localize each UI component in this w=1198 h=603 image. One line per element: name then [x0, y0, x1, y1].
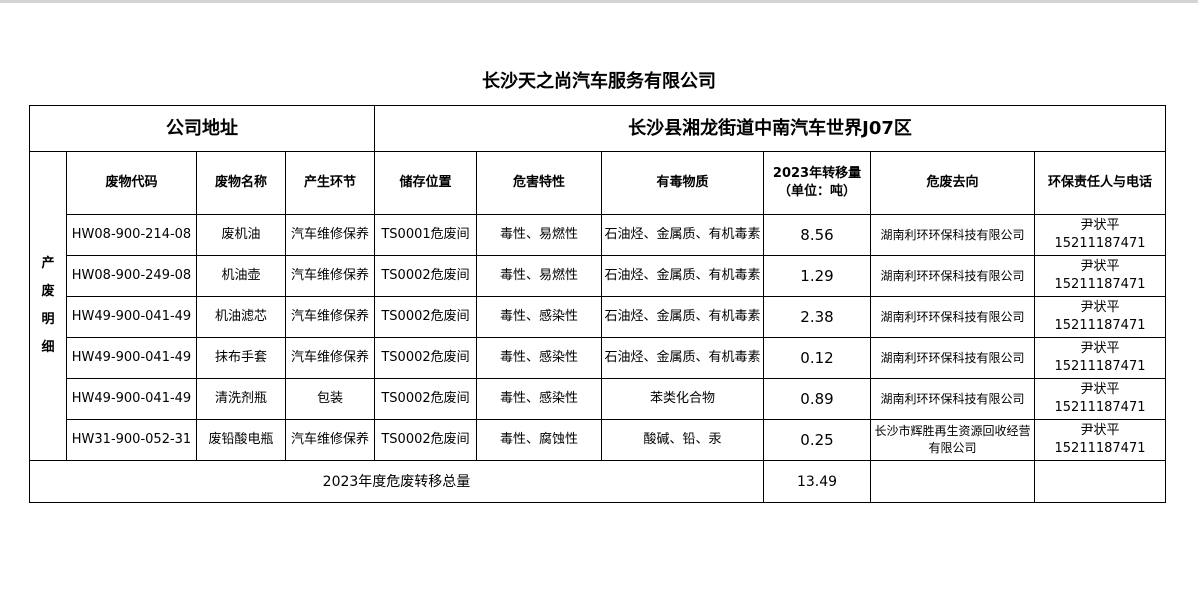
responsible-person: 尹状平 15211187471 [1033, 214, 1167, 256]
waste-name: 抹布手套 [196, 337, 286, 379]
destination: 湖南利环环保科技有限公司 [870, 296, 1035, 338]
waste-code: HW49-900-041-49 [66, 296, 197, 338]
header-qty: 2023年转移量 （单位：吨） [763, 151, 871, 215]
person-name: 尹状平 [1080, 218, 1120, 233]
responsible-person: 尹状平 15211187471 [1033, 296, 1167, 338]
responsible-person: 尹状平 15211187471 [1033, 378, 1167, 420]
hazard-property: 毒性、感染性 [476, 296, 602, 338]
waste-name: 废铅酸电瓶 [196, 419, 286, 461]
header-qty-line1: 2023年转移量 [772, 166, 862, 181]
document-title: 长沙天之尚汽车服务有限公司 [482, 71, 716, 92]
storage-location: TS0002危废间 [374, 255, 477, 297]
stage: 汽车维修保养 [285, 255, 375, 297]
person-name: 尹状平 [1080, 259, 1120, 274]
storage-location: TS0002危废间 [374, 337, 477, 379]
transfer-qty: 8.56 [763, 214, 871, 256]
responsible-person: 尹状平 15211187471 [1033, 337, 1167, 379]
storage-location: TS0002危废间 [374, 419, 477, 461]
person-phone: 15211187471 [1054, 318, 1146, 333]
destination: 湖南利环环保科技有限公司 [870, 337, 1035, 379]
stage: 包装 [285, 378, 375, 420]
hazard-property: 毒性、感染性 [476, 337, 602, 379]
stage: 汽车维修保养 [285, 214, 375, 256]
header-person: 环保责任人与电话 [1033, 151, 1167, 215]
table-row: HW31-900-052-31 废铅酸电瓶 汽车维修保养 TS0002危废间 毒… [30, 419, 1167, 461]
person-phone: 15211187471 [1054, 359, 1146, 374]
header-name: 废物名称 [196, 151, 286, 215]
header-qty-line2: （单位：吨） [777, 184, 856, 199]
responsible-person: 尹状平 15211187471 [1033, 419, 1167, 461]
hazardous-waste-table: 公司地址 长沙县湘龙街道中南汽车世界J07区 产废明细 废物代码 废物名称 产生… [29, 105, 1167, 503]
destination: 湖南利环环保科技有限公司 [870, 378, 1035, 420]
total-label: 2023年度危废转移总量 [29, 460, 764, 503]
total-empty-dest [870, 460, 1035, 503]
stage: 汽车维修保养 [285, 337, 375, 379]
storage-location: TS0001危废间 [374, 214, 477, 256]
responsible-person: 尹状平 15211187471 [1033, 255, 1167, 297]
person-name: 尹状平 [1080, 300, 1120, 315]
toxic-substance: 苯类化合物 [601, 378, 764, 420]
destination: 湖南利环环保科技有限公司 [870, 214, 1035, 256]
person-name: 尹状平 [1080, 423, 1120, 438]
toxic-substance: 石油烃、金属质、有机毒素 [601, 337, 764, 379]
header-hazard: 危害特性 [476, 151, 602, 215]
address-row: 公司地址 长沙县湘龙街道中南汽车世界J07区 [29, 105, 1167, 152]
hazard-property: 毒性、感染性 [476, 378, 602, 420]
person-name: 尹状平 [1080, 341, 1120, 356]
toxic-substance: 石油烃、金属质、有机毒素 [601, 214, 764, 256]
address-label: 公司地址 [29, 105, 375, 152]
side-label-cell: 产废明细 [29, 151, 67, 461]
header-toxic: 有毒物质 [601, 151, 764, 215]
header-storage: 储存位置 [374, 151, 477, 215]
destination: 湖南利环环保科技有限公司 [870, 255, 1035, 297]
person-phone: 15211187471 [1054, 441, 1146, 456]
total-row: 2023年度危废转移总量 13.49 [29, 460, 1167, 503]
waste-code: HW49-900-041-49 [66, 337, 197, 379]
table-row: HW49-900-041-49 抹布手套 汽车维修保养 TS0002危废间 毒性… [30, 337, 1167, 379]
person-phone: 15211187471 [1054, 236, 1146, 251]
header-stage: 产生环节 [285, 151, 375, 215]
toxic-substance: 石油烃、金属质、有机毒素 [601, 255, 764, 297]
header-code: 废物代码 [66, 151, 197, 215]
person-phone: 15211187471 [1054, 400, 1146, 415]
waste-code: HW49-900-041-49 [66, 378, 197, 420]
toxic-substance: 石油烃、金属质、有机毒素 [601, 296, 764, 338]
storage-location: TS0002危废间 [374, 296, 477, 338]
total-empty-person [1033, 460, 1167, 503]
address-value: 长沙县湘龙街道中南汽车世界J07区 [373, 105, 1167, 152]
hazard-property: 毒性、易燃性 [476, 214, 602, 256]
waste-name: 机油滤芯 [196, 296, 286, 338]
table-row: HW49-900-041-49 机油滤芯 汽车维修保养 TS0002危废间 毒性… [30, 296, 1167, 338]
table-row: HW49-900-041-49 清洗剂瓶 包装 TS0002危废间 毒性、感染性… [30, 378, 1167, 420]
header-dest: 危废去向 [870, 151, 1035, 215]
table-row: HW08-900-214-08 废机油 汽车维修保养 TS0001危废间 毒性、… [30, 214, 1167, 256]
waste-code: HW08-900-214-08 [66, 214, 197, 256]
waste-code: HW08-900-249-08 [66, 255, 197, 297]
transfer-qty: 0.12 [763, 337, 871, 379]
table-row: HW08-900-249-08 机油壶 汽车维修保养 TS0002危废间 毒性、… [30, 255, 1167, 297]
waste-name: 机油壶 [196, 255, 286, 297]
hazard-property: 毒性、腐蚀性 [476, 419, 602, 461]
storage-location: TS0002危废间 [374, 378, 477, 420]
transfer-qty: 0.89 [763, 378, 871, 420]
stage: 汽车维修保养 [285, 296, 375, 338]
transfer-qty: 0.25 [763, 419, 871, 461]
person-phone: 15211187471 [1054, 277, 1146, 292]
destination: 长沙市辉胜再生资源回收经营有限公司 [870, 419, 1035, 461]
transfer-qty: 2.38 [763, 296, 871, 338]
toxic-substance: 酸碱、铅、汞 [601, 419, 764, 461]
person-name: 尹状平 [1080, 382, 1120, 397]
header-row: 产废明细 废物代码 废物名称 产生环节 储存位置 危害特性 有毒物质 2023年… [29, 151, 1167, 461]
transfer-qty: 1.29 [763, 255, 871, 297]
side-label: 产废明细 [41, 256, 55, 355]
hazard-property: 毒性、易燃性 [476, 255, 602, 297]
waste-code: HW31-900-052-31 [66, 419, 197, 461]
stage: 汽车维修保养 [285, 419, 375, 461]
total-value: 13.49 [763, 460, 871, 503]
waste-name: 废机油 [196, 214, 286, 256]
waste-name: 清洗剂瓶 [196, 378, 286, 420]
